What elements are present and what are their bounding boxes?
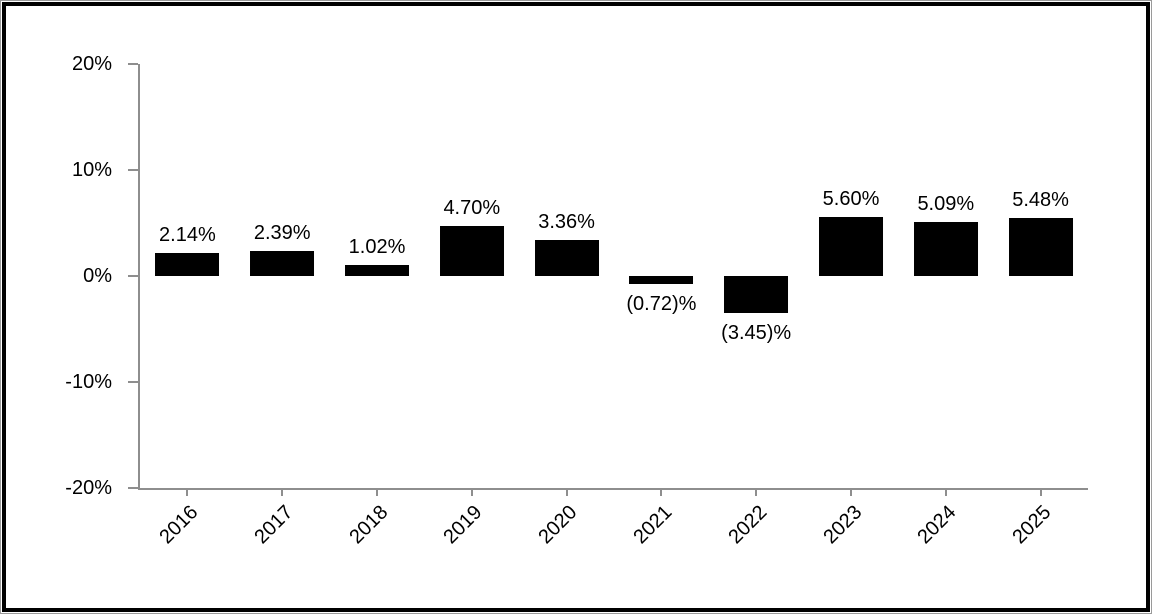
bar-2023 [819, 216, 883, 276]
y-axis-tick [128, 381, 138, 383]
x-axis-label-2023: 2023 [818, 501, 866, 549]
bar-value-label-2020: 3.36% [538, 211, 595, 234]
y-axis-tick [128, 275, 138, 277]
x-axis-tick [850, 488, 852, 496]
bar-2022 [724, 276, 789, 313]
x-axis-label-2018: 2018 [344, 501, 392, 549]
y-axis-tick [128, 63, 138, 65]
x-axis-tick [470, 488, 473, 496]
y-axis-tick-label: 0% [83, 265, 112, 287]
bar-2025 [1008, 217, 1073, 276]
x-axis-line [138, 488, 1088, 490]
x-axis-tick [281, 488, 284, 496]
plot-area: 20% 10% 0% -10% -20% 2016 2017 2018 2019 2020 202… [65, 54, 1088, 548]
x-axis-tick [376, 488, 378, 496]
x-axis-tick [1039, 488, 1042, 496]
x-axis-label-2019: 2019 [439, 501, 487, 549]
bar-2021 [629, 276, 694, 284]
bar-value-label-2021: (0.72)% [626, 292, 697, 315]
bar-value-label-2017: 2.39% [253, 221, 311, 244]
bar-value-label-2025: 5.48% [1012, 188, 1069, 211]
x-axis-tick [755, 488, 758, 496]
bar-2017 [250, 250, 315, 276]
x-axis-tick [660, 488, 663, 496]
y-axis-tick [128, 169, 138, 171]
y-axis-tick-label: 10% [71, 159, 112, 181]
x-axis-tick [565, 488, 568, 496]
y-axis-line [138, 64, 140, 490]
y-axis-tick-label: -20% [65, 477, 112, 499]
bar-2024 [913, 222, 978, 276]
bar-value-label-2024: 5.09% [917, 193, 975, 216]
x-axis-label-2025: 2025 [1008, 501, 1056, 549]
x-axis-tick [944, 488, 947, 496]
y-axis-tick [128, 487, 138, 489]
y-axis-tick-label: 20% [71, 53, 112, 75]
bar-2018 [345, 265, 409, 276]
bar-value-label-2019: 4.70% [443, 197, 501, 220]
x-axis-label-2016: 2016 [155, 501, 203, 549]
x-axis-label-2020: 2020 [534, 501, 582, 549]
bar-2019 [439, 226, 504, 276]
bar-2020 [534, 240, 599, 276]
bar-value-label-2023: 5.60% [822, 187, 880, 210]
x-axis-tick [186, 488, 189, 496]
y-axis-tick-label: -10% [65, 371, 112, 393]
bar-2016 [155, 253, 220, 276]
x-axis-label-2022: 2022 [724, 501, 772, 549]
x-axis-label-2017: 2017 [250, 501, 298, 549]
bar-value-label-2016: 2.14% [159, 224, 216, 247]
bar-value-label-2022: (3.45)% [721, 321, 792, 344]
x-axis-label-2024: 2024 [913, 501, 961, 549]
x-axis-label-2021: 2021 [629, 501, 677, 549]
bar-value-label-2018: 1.02% [348, 236, 406, 259]
